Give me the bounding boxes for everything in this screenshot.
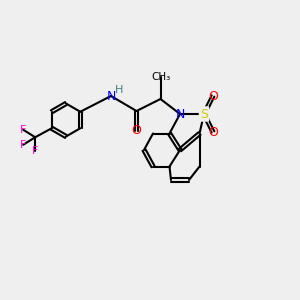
Text: S: S — [200, 107, 208, 121]
Text: F: F — [20, 140, 26, 150]
Text: N: N — [106, 89, 116, 103]
Text: O: O — [208, 125, 218, 139]
Text: N: N — [175, 107, 185, 121]
Text: O: O — [208, 89, 218, 103]
Text: CH₃: CH₃ — [151, 71, 170, 82]
Text: F: F — [20, 125, 26, 135]
Text: O: O — [132, 124, 141, 137]
Text: F: F — [32, 146, 38, 156]
Text: H: H — [115, 85, 124, 95]
